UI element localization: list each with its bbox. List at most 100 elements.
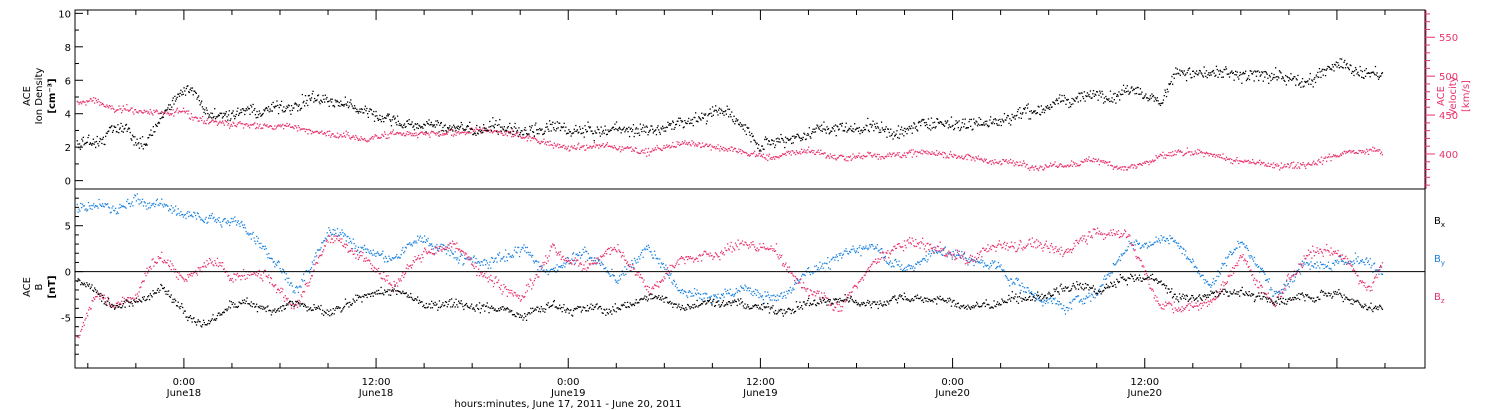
velocity-point: [1345, 152, 1347, 154]
velocity-point: [128, 110, 130, 112]
velocity-point: [875, 155, 877, 158]
velocity-point: [397, 133, 400, 135]
by-point: [286, 277, 288, 279]
density-point: [473, 133, 475, 135]
velocity-point: [1302, 162, 1304, 164]
density-point: [1331, 64, 1334, 66]
density-point: [922, 119, 924, 121]
density-point: [261, 113, 263, 116]
density-point: [1094, 93, 1096, 95]
density-point: [517, 135, 519, 137]
density-point: [629, 128, 631, 130]
density-point: [716, 111, 718, 113]
density-point: [360, 111, 362, 113]
velocity-point: [747, 154, 749, 157]
density-point: [1301, 78, 1304, 80]
density-point: [1218, 70, 1220, 72]
velocity-point: [492, 131, 495, 133]
by-point: [461, 254, 463, 256]
by-point: [301, 278, 303, 281]
by-point: [159, 202, 161, 204]
velocity-point: [1057, 166, 1059, 168]
by-point: [92, 205, 94, 207]
by-point: [223, 218, 225, 220]
by-point: [764, 291, 766, 293]
by-point: [1093, 291, 1095, 293]
density-point: [443, 125, 446, 127]
velocity-point: [815, 151, 818, 153]
velocity-point: [955, 154, 957, 156]
velocity-point: [1085, 158, 1087, 160]
by-point: [487, 267, 489, 269]
density-point: [976, 121, 978, 123]
velocity-point: [1319, 161, 1321, 163]
bz-point: [83, 324, 85, 326]
bz-point: [84, 319, 86, 321]
by-point: [906, 269, 908, 271]
by-point: [235, 220, 237, 222]
by-point: [855, 252, 857, 254]
density-point: [1090, 97, 1092, 99]
by-point: [328, 227, 330, 229]
by-point: [821, 265, 823, 267]
density-point: [851, 130, 853, 132]
by-point: [663, 266, 665, 269]
by-point: [639, 258, 641, 260]
density-series: [76, 58, 1384, 152]
density-point: [351, 105, 353, 107]
by-point: [933, 252, 935, 254]
density-point: [1251, 73, 1254, 75]
velocity-point: [1322, 160, 1324, 162]
by-point: [193, 211, 195, 213]
density-point: [1142, 97, 1145, 100]
velocity-point: [391, 131, 394, 133]
bz-point: [290, 307, 293, 309]
velocity-point: [985, 158, 987, 160]
by-point: [917, 262, 919, 264]
velocity-point: [997, 162, 1000, 165]
density-point: [708, 113, 710, 115]
by-point: [510, 255, 512, 257]
by-point: [1279, 292, 1282, 294]
velocity-point: [554, 144, 556, 146]
velocity-point: [1040, 166, 1042, 168]
density-point: [1036, 112, 1038, 114]
velocity-point: [1171, 151, 1174, 153]
velocity-point: [867, 151, 869, 153]
density-point: [660, 127, 662, 129]
density-point: [1290, 73, 1292, 75]
by-point: [1038, 299, 1040, 301]
velocity-point: [1131, 164, 1133, 166]
density-point: [129, 131, 131, 134]
velocity-point: [913, 153, 915, 155]
density-point: [841, 122, 843, 124]
density-point: [667, 121, 669, 123]
velocity-point: [269, 125, 272, 127]
by-point: [761, 295, 764, 297]
density-point: [183, 87, 185, 89]
velocity-point: [825, 157, 827, 159]
by-point: [1109, 275, 1111, 277]
density-point: [1177, 72, 1179, 74]
density-point: [477, 133, 479, 135]
by-point: [1367, 261, 1369, 264]
velocity-point: [984, 160, 986, 162]
bz-point: [227, 275, 229, 277]
density-point: [315, 99, 317, 102]
density-point: [1169, 83, 1171, 85]
by-point: [480, 261, 482, 263]
by-point: [1164, 240, 1166, 242]
velocity-point: [1259, 159, 1261, 161]
by-point: [1143, 246, 1145, 248]
density-point: [819, 125, 821, 128]
density-point: [150, 129, 152, 131]
by-point: [1078, 301, 1081, 303]
velocity-point: [776, 156, 778, 158]
velocity-point: [1115, 166, 1117, 168]
velocity-point: [679, 144, 681, 147]
velocity-point: [203, 120, 205, 122]
velocity-point: [1289, 165, 1291, 167]
density-point: [1107, 99, 1109, 101]
density-point: [850, 125, 852, 127]
bz-point: [134, 298, 136, 300]
